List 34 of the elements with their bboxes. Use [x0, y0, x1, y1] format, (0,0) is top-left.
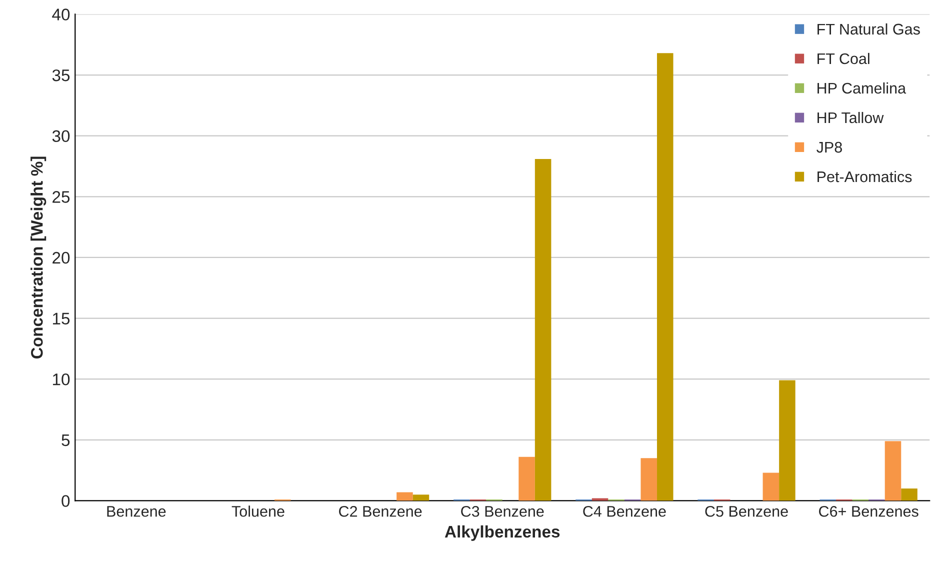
bar [534, 158, 552, 501]
bar [518, 456, 535, 501]
bar [656, 53, 674, 501]
bar [779, 380, 796, 501]
x-tick-label: Toluene [232, 506, 284, 517]
y-tick-label: 30 [52, 130, 70, 142]
legend-label: FT Natural Gas [818, 23, 920, 35]
y-axis-title: Concentration [Weight %] [30, 156, 46, 358]
bar [412, 494, 430, 501]
legend-label: HP Camelina [818, 82, 906, 94]
x-tick-label: C4 Benzene [583, 506, 666, 517]
y-tick-label: 10 [52, 373, 70, 386]
y-tick-label: 35 [52, 69, 70, 82]
x-tick-label: Benzene [107, 506, 166, 517]
y-tick-label: 25 [52, 191, 70, 203]
legend-label: Pet-Aromatics [818, 170, 912, 182]
y-tick-label: 0 [62, 495, 70, 507]
legend-label: FT Coal [818, 52, 870, 64]
bar [640, 458, 657, 501]
bar [901, 488, 918, 501]
bar [762, 472, 780, 501]
y-tick-label: 20 [52, 252, 70, 264]
bar [396, 492, 413, 501]
legend-label: HP Tallow [818, 112, 884, 124]
x-tick-label: C6+ Benzenes [819, 506, 918, 517]
x-tick-label: C3 Benzene [461, 506, 544, 517]
y-tick-label: 5 [62, 434, 70, 446]
bar [884, 441, 902, 501]
y-tick-label: 15 [52, 312, 70, 324]
x-tick-label: C2 Benzene [339, 506, 422, 517]
x-axis-title: Alkylbenzenes [444, 525, 560, 541]
x-tick-label: C5 Benzene [705, 506, 788, 517]
y-tick-label: 40 [52, 8, 70, 20]
legend-label: JP8 [816, 142, 842, 153]
